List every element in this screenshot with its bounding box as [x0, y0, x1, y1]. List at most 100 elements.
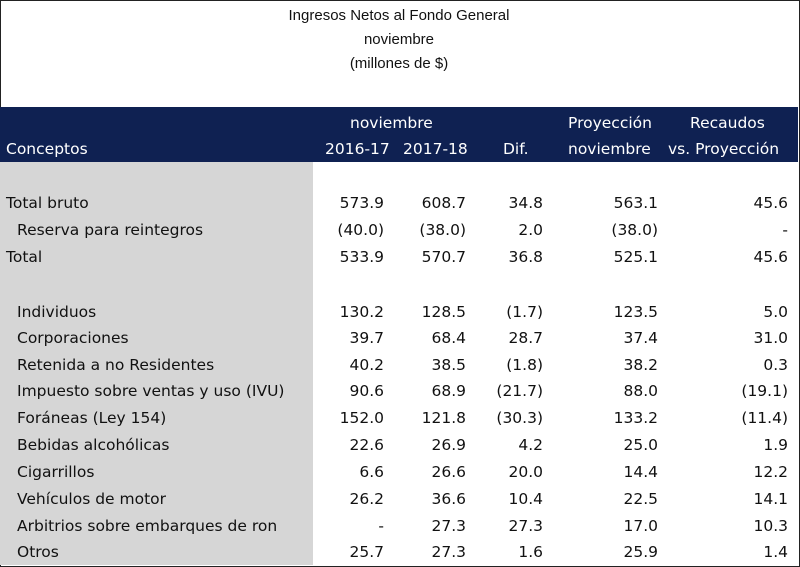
row-label: Vehículos de motor [17, 490, 167, 508]
value-2016-17: - [378, 517, 384, 535]
row-label: Otros [17, 543, 59, 561]
value-proyeccion: 25.0 [623, 436, 658, 454]
value-2017-18: 26.9 [431, 436, 466, 454]
value-2016-17: 533.9 [339, 248, 384, 266]
row-label: Reserva para reintegros [17, 221, 204, 239]
value-proyeccion: 22.5 [623, 490, 658, 508]
table-row: Impuesto sobre ventas y uso (IVU) 90.6 68.… [0, 378, 798, 404]
row-label: Total [6, 248, 43, 266]
row-label: Impuesto sobre ventas y uso (IVU) [17, 382, 285, 400]
value-dif: 36.8 [508, 248, 543, 266]
value-2017-18: 121.8 [421, 409, 466, 427]
value-2016-17: (40.0) [337, 221, 384, 239]
value-2017-18: 27.3 [431, 517, 466, 535]
value-dif: 4.2 [518, 436, 543, 454]
value-2016-17: 90.6 [349, 382, 384, 400]
value-2017-18: 27.3 [431, 543, 466, 561]
value-dif: (21.7) [496, 382, 543, 400]
value-dif: 27.3 [508, 517, 543, 535]
value-dif: 28.7 [508, 329, 543, 347]
value-recaudos-vs-proyeccion: 5.0 [763, 303, 788, 321]
table-row: Bebidas alcohólicas 22.6 26.9 4.2 25.0 1.9 [0, 432, 798, 458]
value-proyeccion: 38.2 [623, 356, 658, 374]
table-row: Corporaciones 39.7 68.4 28.7 37.4 31.0 [0, 325, 798, 351]
table-row: Arbitrios sobre embarques de ron - 27.3 27.… [0, 513, 798, 539]
value-recaudos-vs-proyeccion: 45.6 [753, 248, 788, 266]
value-proyeccion: 88.0 [623, 382, 658, 400]
value-recaudos-vs-proyeccion: 1.9 [763, 436, 788, 454]
value-2016-17: 25.7 [349, 543, 384, 561]
value-2016-17: 573.9 [339, 194, 384, 212]
value-proyeccion: 525.1 [613, 248, 658, 266]
value-proyeccion: 133.2 [613, 409, 658, 427]
table-row: Total bruto 573.9 608.7 34.8 563.1 45.6 [0, 190, 798, 216]
row-label: Cigarrillos [17, 463, 95, 481]
value-2017-18: 68.4 [431, 329, 466, 347]
value-proyeccion: 123.5 [613, 303, 658, 321]
table-row: Cigarrillos 6.6 26.6 20.0 14.4 12.2 [0, 459, 798, 485]
header-col-2017-18: 2017-18 [403, 140, 468, 158]
value-2017-18: (38.0) [419, 221, 466, 239]
row-label: Individuos [17, 303, 97, 321]
table-row: Vehículos de motor 26.2 36.6 10.4 22.5 14.1 [0, 486, 798, 512]
header-vs-proyeccion: vs. Proyección [668, 140, 780, 158]
header-recaudos: Recaudos [690, 114, 765, 132]
value-dif: (1.7) [506, 303, 543, 321]
row-label: Arbitrios sobre embarques de ron [17, 517, 278, 535]
value-2016-17: 26.2 [349, 490, 384, 508]
concepts-column-shading [0, 162, 313, 565]
value-proyeccion: 37.4 [623, 329, 658, 347]
row-label: Foráneas (Ley 154) [17, 409, 167, 427]
value-2017-18: 68.9 [431, 382, 466, 400]
header-col-2016-17: 2016-17 [325, 140, 390, 158]
row-label: Corporaciones [17, 329, 129, 347]
value-recaudos-vs-proyeccion: 31.0 [753, 329, 788, 347]
header-col-dif: Dif. [503, 140, 529, 158]
value-2016-17: 40.2 [349, 356, 384, 374]
table-header: Conceptos noviembre 2016-17 2017-18 Dif.… [0, 107, 798, 162]
value-2016-17: 6.6 [359, 463, 384, 481]
table-row: Total 533.9 570.7 36.8 525.1 45.6 [0, 244, 798, 270]
value-recaudos-vs-proyeccion: 45.6 [753, 194, 788, 212]
value-recaudos-vs-proyeccion: 14.1 [753, 490, 788, 508]
value-dif: 10.4 [508, 490, 543, 508]
table-row: Otros 25.7 27.3 1.6 25.9 1.4 [0, 539, 798, 565]
header-proyeccion-noviembre: noviembre [568, 140, 651, 158]
value-recaudos-vs-proyeccion: (19.1) [741, 382, 788, 400]
value-dif: (30.3) [496, 409, 543, 427]
value-proyeccion: (38.0) [611, 221, 658, 239]
title-block: Ingresos Netos al Fondo General noviembr… [0, 0, 798, 104]
table-subtitle-month: noviembre [363, 31, 435, 48]
table-title: Ingresos Netos al Fondo General [288, 7, 510, 24]
header-conceptos: Conceptos [6, 140, 88, 158]
value-2017-18: 128.5 [421, 303, 466, 321]
value-proyeccion: 25.9 [623, 543, 658, 561]
value-recaudos-vs-proyeccion: 10.3 [753, 517, 788, 535]
value-dif: 20.0 [508, 463, 543, 481]
value-recaudos-vs-proyeccion: 0.3 [763, 356, 788, 374]
table-body: Total bruto 573.9 608.7 34.8 563.1 45.6 Reserv… [0, 162, 798, 565]
value-2017-18: 26.6 [431, 463, 466, 481]
value-proyeccion: 17.0 [623, 517, 658, 535]
value-proyeccion: 14.4 [623, 463, 658, 481]
value-recaudos-vs-proyeccion: - [782, 221, 788, 239]
value-2016-17: 152.0 [339, 409, 384, 427]
value-recaudos-vs-proyeccion: 12.2 [753, 463, 788, 481]
value-2017-18: 570.7 [421, 248, 466, 266]
value-recaudos-vs-proyeccion: 1.4 [763, 543, 788, 561]
value-2016-17: 22.6 [349, 436, 384, 454]
row-label: Total bruto [6, 194, 89, 212]
value-2017-18: 36.6 [431, 490, 466, 508]
value-2017-18: 38.5 [431, 356, 466, 374]
header-proyeccion: Proyección [568, 114, 652, 132]
value-dif: (1.8) [506, 356, 543, 374]
value-dif: 34.8 [508, 194, 543, 212]
row-label: Retenida a no Residentes [17, 356, 215, 374]
table-subtitle-units: (millones de $) [349, 55, 449, 72]
value-2017-18: 608.7 [421, 194, 466, 212]
value-dif: 1.6 [518, 543, 543, 561]
table-row: Foráneas (Ley 154) 152.0 121.8 (30.3) 133.2 (… [0, 405, 798, 431]
value-recaudos-vs-proyeccion: (11.4) [741, 409, 788, 427]
value-2016-17: 130.2 [339, 303, 384, 321]
header-group-noviembre: noviembre [350, 114, 433, 132]
